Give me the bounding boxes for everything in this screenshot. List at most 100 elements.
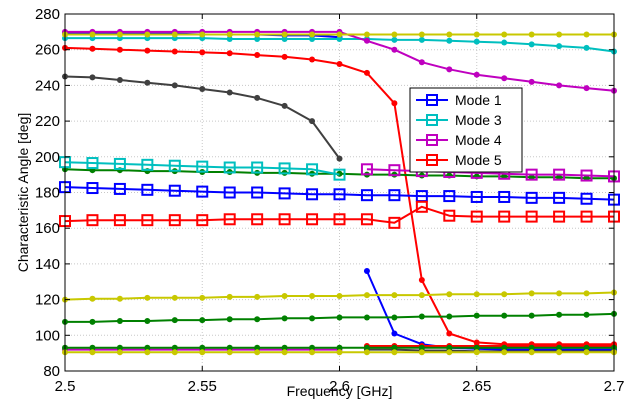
series-curve-14 (62, 310, 617, 325)
data-point (141, 214, 154, 227)
series-curve-9 (62, 44, 617, 348)
data-point (306, 188, 319, 201)
legend-items: Mode 1 Mode 3 Mode 4 Mode 5 (416, 92, 502, 168)
data-point (196, 185, 209, 198)
data-point (144, 79, 151, 86)
data-point (553, 191, 566, 204)
data-point (333, 188, 346, 201)
data-point (470, 210, 483, 223)
data-point (281, 53, 288, 60)
data-point (226, 50, 233, 57)
y-tick-label: 140 (35, 256, 60, 273)
data-point (171, 82, 178, 89)
legend-item-mode-4: Mode 4 (416, 132, 502, 148)
data-point (116, 344, 123, 351)
series-line (64, 205, 614, 224)
data-point (501, 312, 508, 319)
legend: Mode 1 Mode 3 Mode 4 Mode 5 (409, 87, 523, 173)
data-point (281, 35, 288, 42)
data-point (89, 45, 96, 52)
data-point (144, 31, 151, 38)
data-point (501, 75, 508, 82)
data-point (144, 318, 151, 325)
series-mode-5 (59, 200, 620, 229)
series-line (64, 186, 615, 201)
y-tick-label: 240 (35, 77, 60, 94)
data-point (446, 349, 453, 356)
data-point (171, 317, 178, 324)
data-point (580, 192, 593, 205)
data-point (199, 31, 206, 38)
data-point (498, 210, 511, 223)
data-point (144, 349, 151, 356)
data-point (446, 66, 453, 73)
data-point (116, 318, 123, 325)
data-point (528, 41, 535, 48)
data-point (388, 189, 401, 202)
series-curve-16 (62, 289, 617, 303)
data-point (580, 169, 593, 182)
data-point (583, 290, 590, 297)
series-curve-11 (62, 73, 343, 162)
legend-label: Mode 5 (455, 152, 502, 168)
data-point (336, 293, 343, 300)
data-point (116, 77, 123, 84)
data-point (254, 293, 261, 300)
data-point (113, 214, 126, 227)
data-point (391, 349, 398, 356)
data-point (254, 52, 261, 59)
data-point (391, 31, 398, 38)
data-point (199, 49, 206, 56)
legend-label: Mode 3 (455, 112, 502, 128)
data-point (254, 35, 261, 42)
data-point (309, 344, 316, 351)
data-point (144, 294, 151, 301)
data-point (525, 210, 538, 223)
data-point (168, 159, 181, 172)
data-point (336, 155, 343, 162)
data-point (391, 314, 398, 321)
data-point (391, 330, 398, 337)
tick-layer: 2.5 2.55 2.6 2.65 2.7 80 100 120 140 160 180 200 220… (35, 6, 624, 395)
data-point (333, 213, 346, 226)
data-point (498, 190, 511, 203)
data-point (553, 168, 566, 181)
legend-marker (426, 134, 438, 146)
data-point (226, 316, 233, 323)
legend-label: Mode 1 (455, 92, 502, 108)
x-tick-label: 2.65 (462, 378, 491, 395)
data-point (281, 31, 288, 38)
series-curve-15 (62, 344, 617, 351)
data-point (418, 59, 425, 66)
data-point (144, 47, 151, 54)
data-point (199, 344, 206, 351)
data-point (309, 349, 316, 356)
data-point (254, 344, 261, 351)
legend-item-mode-5: Mode 5 (416, 152, 502, 168)
data-point (363, 344, 370, 351)
data-point (86, 182, 99, 195)
data-point (528, 290, 535, 297)
data-point (309, 118, 316, 125)
data-point (171, 294, 178, 301)
data-point (391, 100, 398, 107)
data-point (528, 78, 535, 85)
data-point (113, 182, 126, 195)
data-point (226, 35, 233, 42)
data-point (525, 168, 538, 181)
data-point (363, 292, 370, 299)
data-point (89, 295, 96, 302)
data-point (306, 213, 319, 226)
data-point (583, 31, 590, 38)
data-point (309, 293, 316, 300)
data-point (583, 344, 590, 351)
data-point (525, 191, 538, 204)
data-point (309, 35, 316, 42)
data-point (333, 168, 346, 181)
data-point (446, 291, 453, 298)
x-tick-label: 2.5 (55, 378, 76, 395)
data-point (89, 31, 96, 38)
data-point (556, 43, 563, 50)
data-point (223, 186, 236, 199)
